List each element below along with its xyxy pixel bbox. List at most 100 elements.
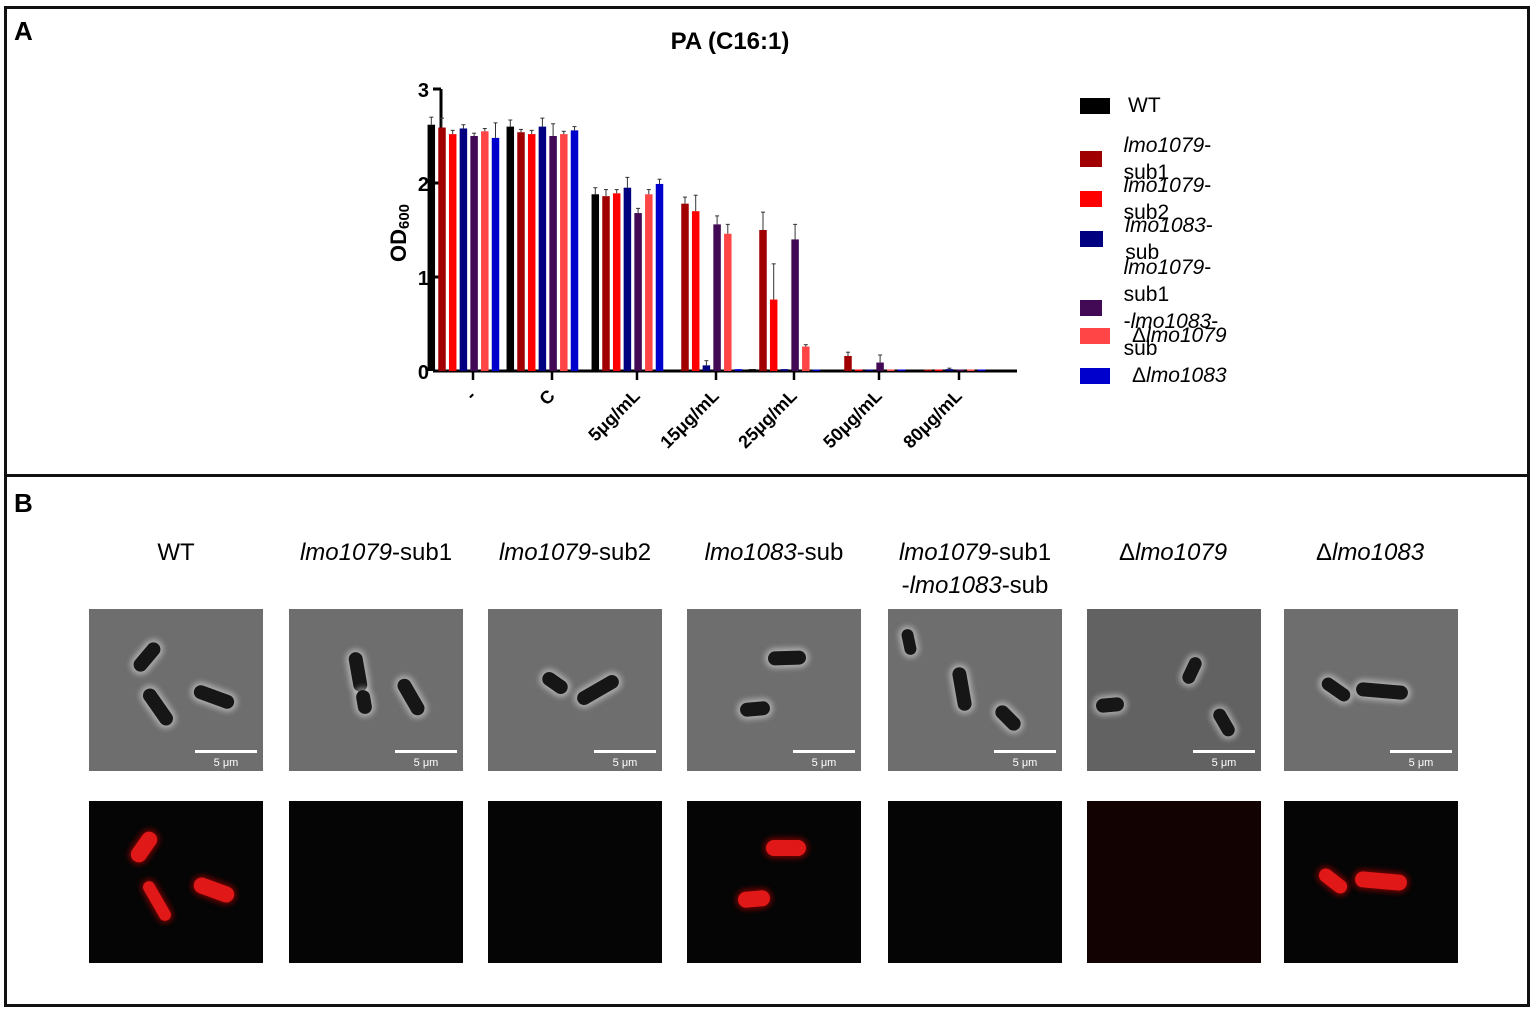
x-tick-label: 15μg/mL [656,386,722,452]
phase-contrast-image: 5 μm [488,609,662,771]
legend-label: lmo1079-sub1 [1123,134,1212,184]
bacterium [394,676,428,718]
scale-bar [594,750,656,753]
fluorescent-bacterium [191,875,237,905]
scale-bar [994,750,1056,753]
scale-bar [793,750,855,753]
bacterium [355,688,373,716]
fluorescence-image [888,801,1062,963]
bar [459,128,468,371]
bar [591,194,600,371]
legend-label: WT [1128,94,1161,117]
legend-item: lmo1083-sub [1080,212,1220,266]
bar [844,355,852,371]
strain-label: lmo1083-sub [704,539,844,566]
legend-item: lmo1079-sub2 [1080,172,1220,226]
bar-chart: 0 1 2 3 OD600 - C 5μg/mL 15μg/mL 25μg/mL 50μg/mL 80… [386,80,1017,452]
bar [560,134,568,371]
bar [897,369,906,371]
bacterium [1355,681,1409,701]
bacterium [1319,674,1353,705]
bar [491,137,500,371]
scale-bar-label: 5 μm [1408,757,1434,769]
bar [833,369,842,371]
bar [506,126,515,371]
phase-contrast-image: 5 μm [289,609,463,771]
panel-a [4,6,1530,476]
bar [681,203,689,371]
fluorescent-bacterium [127,828,161,866]
strain-label: Δlmo1079 [1118,539,1228,566]
legend-item: lmo1079-sub1 -lmo1083-sub [1080,254,1220,362]
x-tick-label: 50μg/mL [819,386,885,452]
bar [977,369,986,371]
bar [517,132,525,371]
phase-contrast-image: 5 μm [888,609,1062,771]
bar [812,369,821,371]
scale-bar [1193,750,1255,753]
legend-item: WT [1080,92,1161,119]
bacterium [1180,655,1204,686]
bacterium [739,700,771,718]
bacterium [1210,706,1238,739]
bar [956,369,964,371]
strain-label: lmo1079-sub1 -lmo1083-sub [898,539,1052,599]
scale-bar-label: 5 μm [1012,757,1038,769]
panel-b-letter: B [14,488,33,518]
bar [724,233,732,371]
legend-label: lmo1083-sub [1125,214,1213,264]
bar [945,369,954,371]
legend-item: Δlmo1079 [1080,322,1227,349]
y-axis-label: OD600 [386,204,413,262]
x-tick-label: 80μg/mL [899,386,965,452]
bar [448,134,457,371]
bar [602,196,610,371]
bar [670,369,679,371]
fluorescent-bacterium [1316,865,1350,897]
bar [934,369,943,371]
phase-contrast-image: 5 μm [1087,609,1261,771]
bar [645,194,653,371]
fluorescent-bacterium [766,840,806,856]
bacterium [539,669,571,697]
bacterium [574,672,622,708]
bar [780,369,789,371]
fluorescent-bacterium [737,889,771,909]
scale-bar-label: 5 μm [413,757,439,769]
y-tick-label: 0 [418,362,429,384]
bar [865,369,874,371]
bar [913,369,922,371]
bar [924,369,932,371]
x-tick-label: 25μg/mL [734,386,800,452]
bacterium [951,666,973,712]
legend-label: Δlmo1079 [1132,324,1227,347]
legend-swatch [1080,327,1110,344]
bar [876,362,884,371]
bar [734,369,743,371]
scale-bar-label: 5 μm [213,757,239,769]
bacterium [347,651,369,693]
bar [967,369,975,371]
bar [748,369,757,371]
y-tick-label: 3 [418,80,429,102]
legend-label: Δlmo1083 [1132,364,1227,387]
chart-title: PA (C16:1) [670,28,790,55]
legend-item: Δlmo1083 [1080,362,1227,389]
strain-label: WT [157,539,195,566]
bar [634,213,642,371]
bacterium [191,683,237,711]
scale-bar [1390,750,1452,753]
panel-b [4,474,1530,1007]
bar [527,134,536,371]
fluorescence-image [1087,801,1261,963]
fluorescent-bacterium [140,878,174,924]
bar [538,126,547,371]
bar [759,230,767,371]
scale-bar-label: 5 μm [612,757,638,769]
bar [427,124,436,371]
fluorescent-bacterium [1354,870,1408,892]
bar [549,136,557,371]
bar [570,130,579,371]
bar [612,193,621,371]
fluorescence-image [488,801,662,963]
